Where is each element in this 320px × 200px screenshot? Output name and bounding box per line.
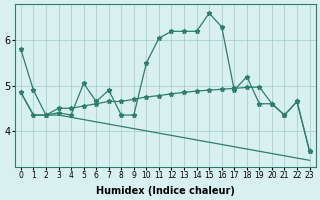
X-axis label: Humidex (Indice chaleur): Humidex (Indice chaleur)	[96, 186, 235, 196]
